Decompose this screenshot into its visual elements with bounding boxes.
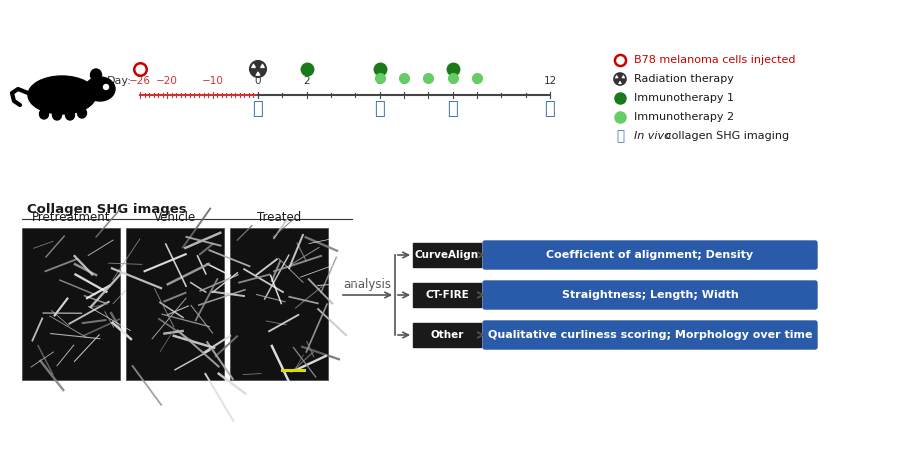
FancyBboxPatch shape <box>413 243 481 267</box>
Text: Immunotherapy 1: Immunotherapy 1 <box>633 93 733 103</box>
Circle shape <box>618 77 621 81</box>
Text: 7: 7 <box>425 76 431 86</box>
Ellipse shape <box>40 109 49 119</box>
Text: 6: 6 <box>401 76 407 86</box>
Text: 0: 0 <box>255 76 261 86</box>
Text: 🔬: 🔬 <box>374 100 385 118</box>
Text: analysis: analysis <box>343 278 391 291</box>
FancyBboxPatch shape <box>413 323 481 347</box>
Text: 12: 12 <box>543 76 556 86</box>
Ellipse shape <box>85 77 115 101</box>
Text: Coefficient of alignment; Density: Coefficient of alignment; Density <box>546 250 753 260</box>
Text: 🔬: 🔬 <box>615 129 623 143</box>
Text: 🔬: 🔬 <box>447 100 458 118</box>
Text: CT-FIRE: CT-FIRE <box>425 290 469 300</box>
Ellipse shape <box>90 69 101 81</box>
Text: CurveAlign: CurveAlign <box>414 250 479 260</box>
Polygon shape <box>251 69 256 75</box>
Text: Immunotherapy 2: Immunotherapy 2 <box>633 112 733 122</box>
Polygon shape <box>254 62 261 67</box>
FancyBboxPatch shape <box>482 321 816 349</box>
Text: Qualitative curliness scoring; Morphology over time: Qualitative curliness scoring; Morpholog… <box>487 330 811 340</box>
Text: Vehicle: Vehicle <box>153 211 196 224</box>
Polygon shape <box>259 69 265 75</box>
FancyBboxPatch shape <box>482 281 816 309</box>
Text: −10: −10 <box>201 76 223 86</box>
Polygon shape <box>620 79 625 84</box>
Text: 8: 8 <box>448 76 456 86</box>
Text: Radiation therapy: Radiation therapy <box>633 74 733 84</box>
FancyBboxPatch shape <box>230 228 328 380</box>
Text: Treated: Treated <box>256 211 301 224</box>
FancyBboxPatch shape <box>126 228 223 380</box>
Polygon shape <box>617 74 622 77</box>
Text: In vivo: In vivo <box>633 131 670 141</box>
FancyBboxPatch shape <box>482 241 816 269</box>
Text: −20: −20 <box>156 76 178 86</box>
Ellipse shape <box>52 110 62 120</box>
Text: Pretreatment: Pretreatment <box>32 211 110 224</box>
Text: −26: −26 <box>129 76 151 86</box>
Text: Straightness; Length; Width: Straightness; Length; Width <box>561 290 738 300</box>
Circle shape <box>103 85 108 90</box>
Text: 5: 5 <box>376 76 382 86</box>
Circle shape <box>255 66 260 72</box>
Text: 🔬: 🔬 <box>253 100 263 118</box>
Polygon shape <box>614 79 618 84</box>
Text: 9: 9 <box>473 76 480 86</box>
Text: Collagen SHG images: Collagen SHG images <box>27 203 187 216</box>
Ellipse shape <box>77 108 86 118</box>
Text: Other: Other <box>430 330 463 340</box>
Text: 2: 2 <box>303 76 310 86</box>
Text: Day:: Day: <box>107 76 131 86</box>
Ellipse shape <box>28 76 96 114</box>
Ellipse shape <box>65 110 74 120</box>
FancyBboxPatch shape <box>22 228 119 380</box>
Text: collagen SHG imaging: collagen SHG imaging <box>662 131 789 141</box>
Text: 🔬: 🔬 <box>544 100 555 118</box>
Text: B78 melanoma cells injected: B78 melanoma cells injected <box>633 55 795 65</box>
FancyBboxPatch shape <box>413 283 481 307</box>
